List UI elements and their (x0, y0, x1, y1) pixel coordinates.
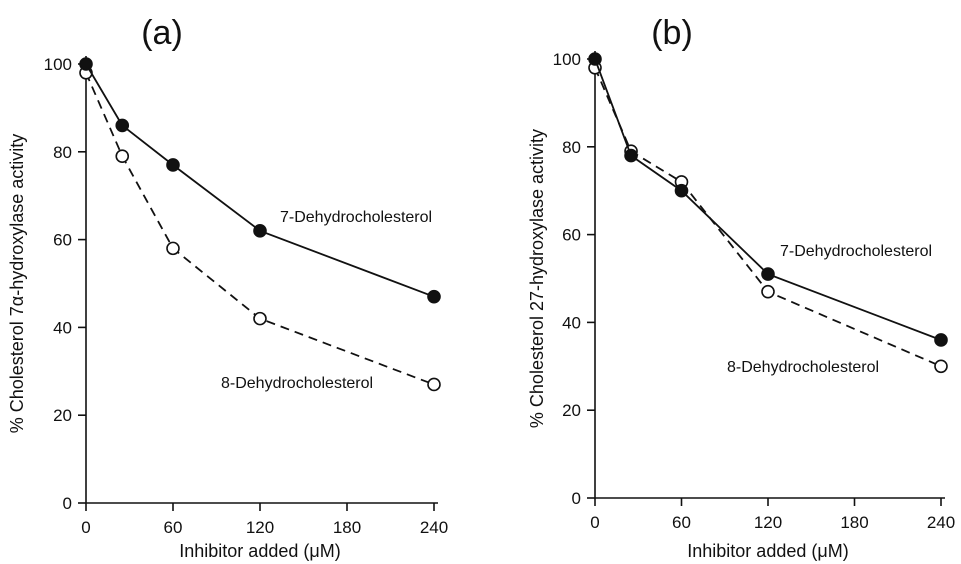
y-tick-label: 80 (53, 143, 72, 162)
panel-label-a: (a) (141, 14, 183, 52)
data-point-open (166, 241, 180, 256)
x-tick-label: 180 (840, 513, 868, 532)
x-tick-label: 240 (420, 518, 448, 537)
y-axis-title: % Cholesterol 7α-hydroxylase activity (7, 134, 27, 434)
series-label: 8-Dehydrocholesterol (727, 359, 879, 376)
series-label: 8-Dehydrocholesterol (221, 375, 373, 392)
y-tick-label: 80 (562, 138, 581, 157)
x-tick-label: 0 (81, 518, 90, 537)
y-tick-label: 0 (572, 489, 581, 508)
x-tick-label: 240 (927, 513, 955, 532)
data-point-filled (674, 183, 689, 198)
y-tick-label: 20 (53, 406, 72, 425)
y-tick-label: 20 (562, 401, 581, 420)
data-point-filled (624, 148, 638, 163)
y-tick-label: 60 (53, 231, 72, 250)
data-point-open (253, 311, 267, 326)
y-tick-label: 100 (553, 50, 581, 69)
panel-label-b: (b) (651, 14, 693, 52)
x-axis-title: Inhibitor added (μM) (687, 541, 848, 561)
series-line-solid (85, 63, 435, 298)
data-point-filled (253, 224, 267, 238)
data-point-filled (166, 158, 180, 172)
y-tick-label: 40 (562, 313, 581, 332)
chart-panel-a: (a) 0 20 40 60 80 100 0 60 120 180 240 Inhibitor ad… (7, 14, 448, 561)
x-tick-label: 120 (246, 518, 274, 537)
series-label: 7-Dehydrocholesterol (280, 209, 432, 226)
data-point-filled (115, 118, 130, 133)
x-tick-label: 0 (590, 513, 599, 532)
data-point-filled (761, 267, 775, 281)
x-tick-label: 60 (164, 518, 183, 537)
axis-frame (85, 56, 438, 504)
y-tick-label: 40 (53, 318, 72, 337)
data-point-open (115, 149, 130, 163)
series-label: 7-Dehydrocholesterol (780, 243, 932, 260)
data-point-open (934, 359, 948, 374)
data-point-filled (79, 57, 93, 71)
x-tick-label: 120 (754, 513, 782, 532)
data-point-filled (588, 52, 602, 66)
x-tick-label: 60 (672, 513, 691, 532)
y-tick-label: 60 (562, 226, 581, 245)
data-point-open (761, 284, 775, 299)
x-tick-label: 180 (333, 518, 361, 537)
y-tick-label: 100 (44, 55, 72, 74)
y-axis-title: % Cholesterol 27-hydroxylase activity (527, 129, 547, 428)
series-line-dashed (594, 67, 942, 368)
data-point-open (427, 377, 441, 392)
chart-panel-b: (b) 0 20 40 60 80 100 0 60 120 180 240 Inhibitor ad… (527, 14, 955, 561)
data-point-filled (934, 333, 948, 347)
x-axis-title: Inhibitor added (μM) (179, 541, 340, 561)
data-point-filled (427, 289, 441, 304)
y-tick-label: 0 (63, 494, 72, 513)
